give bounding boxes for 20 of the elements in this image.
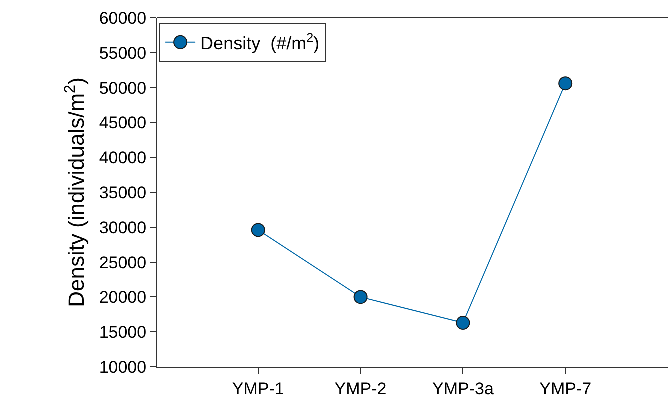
x-tick-label: YMP-7 [540,379,592,398]
y-tick-label: 25000 [99,253,147,272]
y-tick-label: 30000 [99,218,147,238]
point [354,290,368,304]
point [251,223,266,238]
point [456,316,470,330]
y-tick-label: 50000 [99,78,147,98]
y-tick-label: 15000 [99,323,147,342]
y-tick-label: 60000 [99,8,147,28]
y-tick-label: 55000 [99,44,147,63]
y-tick-label: 35000 [99,183,147,202]
x-tick-label: YMP-3a [432,379,494,398]
x-tick-label: YMP-1 [232,379,284,398]
y-tick-label: 10000 [99,358,147,377]
legend-label: Density (#/m$^{2}$) [200,30,320,54]
y-tick-label: 45000 [99,114,147,133]
y-tick-label: 20000 [99,288,147,308]
y-tick-label: 40000 [99,148,147,168]
x-tick-label: YMP-2 [334,379,387,398]
point [558,76,573,91]
